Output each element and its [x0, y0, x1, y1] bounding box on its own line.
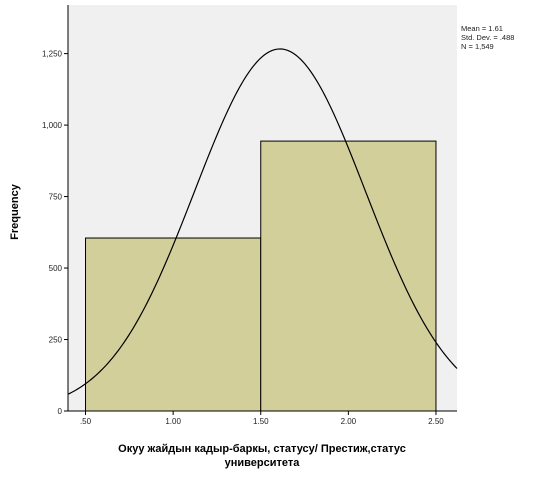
y-tick-label: 1,000 [42, 121, 63, 130]
y-axis-ticks: 0 250 500 750 1,000 1,250 [42, 50, 68, 416]
x-tick-label: .50 [80, 417, 92, 426]
x-tick-label: 1.00 [165, 417, 181, 426]
y-tick-label: 500 [49, 264, 63, 273]
y-axis-label: Frequency [9, 183, 21, 240]
x-axis-ticks: .50 1.00 1.50 2.00 2.50 [80, 411, 444, 426]
x-tick-label: 2.00 [341, 417, 357, 426]
normal-curve [67, 48, 458, 395]
x-axis-label-line2: университета [225, 457, 301, 469]
histogram-bar-2 [260, 140, 437, 412]
y-tick-label: 750 [49, 193, 63, 202]
axes [67, 5, 457, 412]
x-axis-label-line1: Окуу жайдын кадыр-баркы, статусу/ Прести… [118, 443, 406, 455]
stat-std-dev: Std. Dev. = .488 [461, 33, 514, 42]
histogram-bar-1 [85, 237, 262, 412]
stat-n: N = 1,549 [461, 42, 494, 51]
y-tick-label: 250 [49, 336, 63, 345]
bars [85, 140, 437, 412]
x-tick-label: 2.50 [428, 417, 444, 426]
stat-mean: Mean = 1.61 [461, 24, 503, 33]
y-tick-label: 1,250 [42, 50, 63, 59]
y-tick-label: 0 [58, 407, 63, 416]
x-tick-label: 1.50 [253, 417, 269, 426]
